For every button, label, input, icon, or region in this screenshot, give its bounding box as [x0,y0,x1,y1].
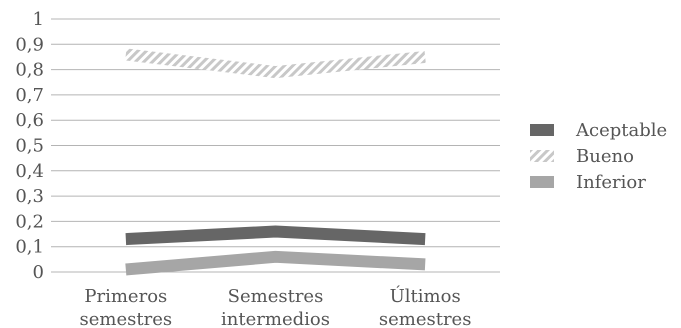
legend-label-inferior: Inferior [576,172,646,193]
series-line-bueno [125,48,426,79]
x-tick-label-0: Primeros semestres [80,286,173,328]
series-line-inferior [125,250,426,276]
y-axis-tick-labels: 0 0,1 0,2 0,3 0,4 0,5 0,6 0,7 0,8 0,9 1 [15,9,44,283]
y-tick-label-5: 0,5 [15,136,44,157]
legend-swatch-bueno [530,150,554,162]
y-tick-label-6: 0,6 [15,110,44,131]
x-tick-label-2: Últimos semestres [379,284,472,328]
legend-label-bueno: Bueno [576,146,634,167]
series-lines [125,48,426,276]
legend-swatch-aceptable [530,124,554,136]
x-axis-tick-labels: Primeros semestres Semestres intermedios Últ… [80,284,472,328]
series-line-aceptable [125,225,426,246]
y-tick-label-3: 0,3 [15,186,44,207]
y-tick-label-9: 0,9 [15,34,44,55]
y-tick-label-1: 0,1 [15,237,44,258]
y-tick-label-0: 0 [33,262,44,283]
y-tick-label-7: 0,7 [15,85,44,106]
y-tick-label-10: 1 [33,9,44,30]
y-tick-label-2: 0,2 [15,211,44,232]
y-tick-label-8: 0,8 [15,60,44,81]
legend-swatch-inferior [530,176,554,188]
legend-label-aceptable: Aceptable [575,120,667,141]
y-tick-label-4: 0,4 [15,161,44,182]
x-tick-label-1: Semestres intermedios [221,286,330,328]
legend: Aceptable Bueno Inferior [530,120,667,193]
